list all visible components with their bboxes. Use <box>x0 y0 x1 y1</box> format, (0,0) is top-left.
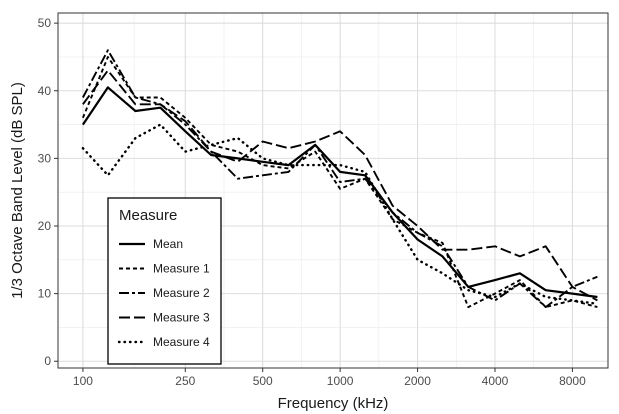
legend-entries: Mean Measure 1 Measure 2 Measure 3 Measure 4 <box>117 237 210 349</box>
series-layer <box>81 49 599 309</box>
x-axis-title: Frequency (kHz) <box>278 395 389 412</box>
series-line-measure-3 <box>82 69 598 302</box>
x-tick-label: 4000 <box>482 374 509 388</box>
y-tick-label: 30 <box>38 151 52 165</box>
ticks-layer: 0 10 20 30 40 50 100 250 500 1000 2000 4000 8000 <box>38 16 586 388</box>
series-line-mean <box>81 86 598 299</box>
legend-label: Measure 2 <box>153 286 210 300</box>
plot-frame <box>57 12 609 369</box>
legend-label: Mean <box>153 237 183 251</box>
legend-label: Measure 3 <box>153 311 210 325</box>
y-tick-label: 50 <box>38 16 52 30</box>
x-tick-label: 250 <box>175 374 195 388</box>
series-line-measure-4 <box>81 123 599 305</box>
x-tick-label: 2000 <box>404 374 431 388</box>
x-tick-label: 1000 <box>327 374 354 388</box>
series-line-measure-2 <box>82 49 598 309</box>
legend-box <box>107 197 222 365</box>
legend-label: Measure 4 <box>153 335 210 349</box>
y-axis-title: 1/3 Octave Band Level (dB SPL) <box>9 82 26 299</box>
series-line-measure-1 <box>82 56 598 309</box>
y-tick-label: 40 <box>38 84 52 98</box>
x-tick-label: 500 <box>253 374 273 388</box>
legend-title: Measure <box>119 207 177 224</box>
y-tick-label: 20 <box>38 219 52 233</box>
x-tick-label: 100 <box>73 374 93 388</box>
y-tick-label: 0 <box>44 354 51 368</box>
legend-label: Measure 1 <box>153 262 210 276</box>
x-tick-label: 8000 <box>559 374 586 388</box>
y-tick-label: 10 <box>38 287 52 301</box>
